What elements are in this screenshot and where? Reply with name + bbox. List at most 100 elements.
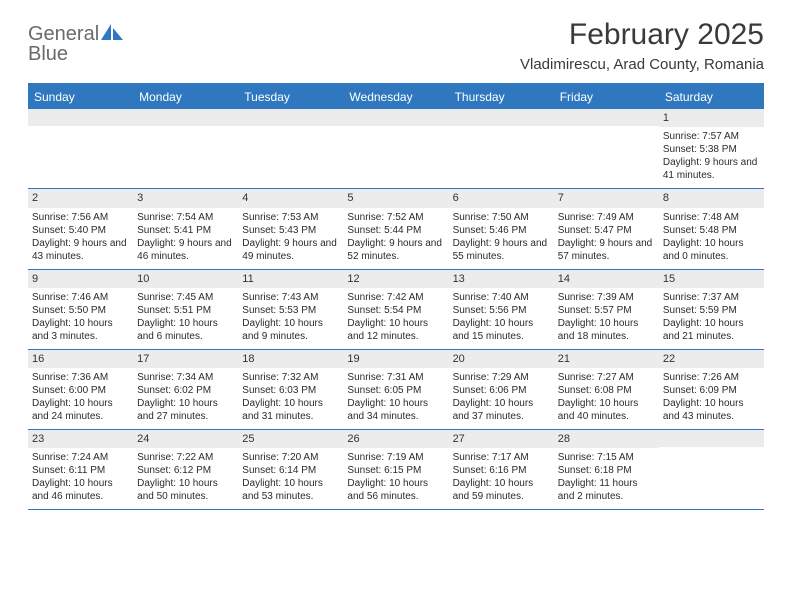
brand-line2: Blue — [28, 44, 123, 64]
sunrise-text: Sunrise: 7:54 AM — [137, 211, 234, 224]
sunrise-text: Sunrise: 7:20 AM — [242, 451, 339, 464]
sunset-text: Sunset: 6:00 PM — [32, 384, 129, 397]
sunset-text: Sunset: 6:11 PM — [32, 464, 129, 477]
sunset-text: Sunset: 5:44 PM — [347, 224, 444, 237]
sunrise-text: Sunrise: 7:36 AM — [32, 371, 129, 384]
page-header: General Blue February 2025 Vladimirescu,… — [28, 18, 764, 73]
day-cell: 2Sunrise: 7:56 AMSunset: 5:40 PMDaylight… — [28, 189, 133, 268]
sunset-text: Sunset: 6:16 PM — [453, 464, 550, 477]
sunrise-text: Sunrise: 7:52 AM — [347, 211, 444, 224]
sunrise-text: Sunrise: 7:26 AM — [663, 371, 760, 384]
day-number — [133, 109, 238, 126]
daylight-text: Daylight: 10 hours and 46 minutes. — [32, 477, 129, 503]
daylight-text: Daylight: 10 hours and 15 minutes. — [453, 317, 550, 343]
day-number: 9 — [28, 270, 133, 288]
day-number: 2 — [28, 189, 133, 207]
daylight-text: Daylight: 11 hours and 2 minutes. — [558, 477, 655, 503]
calendar-page: General Blue February 2025 Vladimirescu,… — [0, 0, 792, 510]
day-cell: 3Sunrise: 7:54 AMSunset: 5:41 PMDaylight… — [133, 189, 238, 268]
sunrise-text: Sunrise: 7:39 AM — [558, 291, 655, 304]
sunset-text: Sunset: 5:50 PM — [32, 304, 129, 317]
sunrise-text: Sunrise: 7:32 AM — [242, 371, 339, 384]
sunset-text: Sunset: 6:08 PM — [558, 384, 655, 397]
day-number: 5 — [343, 189, 448, 207]
day-number: 12 — [343, 270, 448, 288]
weekday-header: Thursday — [449, 85, 554, 109]
day-cell: 4Sunrise: 7:53 AMSunset: 5:43 PMDaylight… — [238, 189, 343, 268]
sunrise-text: Sunrise: 7:24 AM — [32, 451, 129, 464]
sunset-text: Sunset: 6:18 PM — [558, 464, 655, 477]
sunrise-text: Sunrise: 7:53 AM — [242, 211, 339, 224]
day-number: 10 — [133, 270, 238, 288]
day-cell: 6Sunrise: 7:50 AMSunset: 5:46 PMDaylight… — [449, 189, 554, 268]
day-cell: 15Sunrise: 7:37 AMSunset: 5:59 PMDayligh… — [659, 270, 764, 349]
daylight-text: Daylight: 10 hours and 50 minutes. — [137, 477, 234, 503]
sunrise-text: Sunrise: 7:57 AM — [663, 130, 760, 143]
daylight-text: Daylight: 10 hours and 9 minutes. — [242, 317, 339, 343]
day-cell: 19 Sunrise: 7:31 AMSunset: 6:05 PMDayligh… — [343, 350, 448, 429]
sail-icon — [101, 23, 123, 45]
day-number: 17 — [133, 350, 238, 368]
day-cell: 28Sunrise: 7:15 AMSunset: 6:18 PMDayligh… — [554, 430, 659, 509]
day-number: 21 — [554, 350, 659, 368]
day-number: 22 — [659, 350, 764, 368]
week-row: 23Sunrise: 7:24 AMSunset: 6:11 PMDayligh… — [28, 430, 764, 510]
sunset-text: Sunset: 5:57 PM — [558, 304, 655, 317]
weekday-header: Tuesday — [238, 85, 343, 109]
brand-line1: General — [28, 23, 99, 45]
daylight-text: Daylight: 10 hours and 56 minutes. — [347, 477, 444, 503]
daylight-text: Daylight: 9 hours and 41 minutes. — [663, 156, 760, 182]
day-cell: 11Sunrise: 7:43 AMSunset: 5:53 PMDayligh… — [238, 270, 343, 349]
sunset-text: Sunset: 6:15 PM — [347, 464, 444, 477]
sunset-text: Sunset: 5:41 PM — [137, 224, 234, 237]
daylight-text: Daylight: 9 hours and 52 minutes. — [347, 237, 444, 263]
sunset-text: Sunset: 6:06 PM — [453, 384, 550, 397]
day-cell — [554, 109, 659, 188]
day-number: 6 — [449, 189, 554, 207]
day-number — [554, 109, 659, 126]
day-cell: 24Sunrise: 7:22 AMSunset: 6:12 PMDayligh… — [133, 430, 238, 509]
day-number: 1 — [659, 109, 764, 127]
sunset-text: Sunset: 6:05 PM — [347, 384, 444, 397]
day-number — [28, 109, 133, 126]
sunset-text: Sunset: 6:12 PM — [137, 464, 234, 477]
sunset-text: Sunset: 5:48 PM — [663, 224, 760, 237]
day-number: 20 — [449, 350, 554, 368]
day-cell: 25Sunrise: 7:20 AMSunset: 6:14 PMDayligh… — [238, 430, 343, 509]
weekday-header: Sunday — [28, 85, 133, 109]
daylight-text: Daylight: 10 hours and 6 minutes. — [137, 317, 234, 343]
day-cell: 8Sunrise: 7:48 AMSunset: 5:48 PMDaylight… — [659, 189, 764, 268]
daylight-text: Daylight: 10 hours and 3 minutes. — [32, 317, 129, 343]
daylight-text: Daylight: 10 hours and 18 minutes. — [558, 317, 655, 343]
day-number — [659, 430, 764, 447]
day-number — [449, 109, 554, 126]
sunset-text: Sunset: 5:38 PM — [663, 143, 760, 156]
sunrise-text: Sunrise: 7:43 AM — [242, 291, 339, 304]
weeks-container: 1Sunrise: 7:57 AMSunset: 5:38 PMDaylight… — [28, 109, 764, 510]
week-row: 2Sunrise: 7:56 AMSunset: 5:40 PMDaylight… — [28, 189, 764, 269]
day-number: 19 — [343, 350, 448, 368]
day-number: 15 — [659, 270, 764, 288]
daylight-text: Daylight: 10 hours and 27 minutes. — [137, 397, 234, 423]
daylight-text: Daylight: 10 hours and 59 minutes. — [453, 477, 550, 503]
day-cell: 20Sunrise: 7:29 AMSunset: 6:06 PMDayligh… — [449, 350, 554, 429]
day-number — [238, 109, 343, 126]
sunset-text: Sunset: 5:54 PM — [347, 304, 444, 317]
day-number: 25 — [238, 430, 343, 448]
sunset-text: Sunset: 5:59 PM — [663, 304, 760, 317]
day-number: 13 — [449, 270, 554, 288]
month-title: February 2025 — [520, 18, 764, 52]
sunrise-text: Sunrise: 7:31 AM — [347, 371, 444, 384]
day-cell: 9Sunrise: 7:46 AMSunset: 5:50 PMDaylight… — [28, 270, 133, 349]
day-number: 23 — [28, 430, 133, 448]
sunrise-text: Sunrise: 7:42 AM — [347, 291, 444, 304]
sunset-text: Sunset: 6:14 PM — [242, 464, 339, 477]
day-cell: 13Sunrise: 7:40 AMSunset: 5:56 PMDayligh… — [449, 270, 554, 349]
sunrise-text: Sunrise: 7:27 AM — [558, 371, 655, 384]
daylight-text: Daylight: 10 hours and 34 minutes. — [347, 397, 444, 423]
sunrise-text: Sunrise: 7:15 AM — [558, 451, 655, 464]
weekday-header: Wednesday — [343, 85, 448, 109]
daylight-text: Daylight: 10 hours and 37 minutes. — [453, 397, 550, 423]
brand-logo: General Blue — [28, 18, 123, 64]
day-number: 16 — [28, 350, 133, 368]
